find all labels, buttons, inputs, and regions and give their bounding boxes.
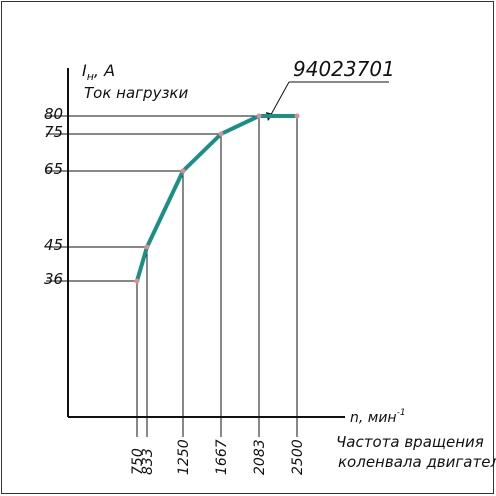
data-point	[180, 168, 186, 174]
y-tick-label: 65	[44, 160, 63, 178]
reference-lines	[46, 115, 298, 437]
series-line	[135, 114, 299, 283]
data-point	[218, 131, 224, 137]
x-tick-label: 750	[130, 448, 146, 475]
x-tick-label: 833	[140, 448, 156, 475]
data-point	[134, 278, 140, 284]
x-tick-label: 1250	[176, 439, 192, 475]
x-axis-title-line2: коленвала двигателя	[338, 453, 496, 471]
y-tick-label: 36	[44, 270, 63, 288]
y-tick-label: 80	[44, 105, 63, 123]
x-axis-symbol: n, мин-1	[350, 408, 406, 426]
data-point	[294, 113, 300, 119]
data-point	[256, 113, 262, 119]
y-axis-title: Ток нагрузки	[84, 84, 188, 102]
y-tick-label: 75	[44, 123, 63, 141]
series-current	[134, 113, 300, 284]
x-tick-label: 2500	[290, 439, 306, 475]
part-number-label: 94023701	[293, 57, 395, 81]
x-tick-label: 1667	[214, 439, 230, 475]
y-tick-label: 45	[44, 236, 63, 254]
x-tick-label: 2083	[252, 439, 268, 475]
x-axis-title-line1: Частота вращения	[336, 433, 484, 451]
y-axis-symbol: Iн, А	[82, 61, 115, 83]
data-point	[144, 244, 150, 250]
